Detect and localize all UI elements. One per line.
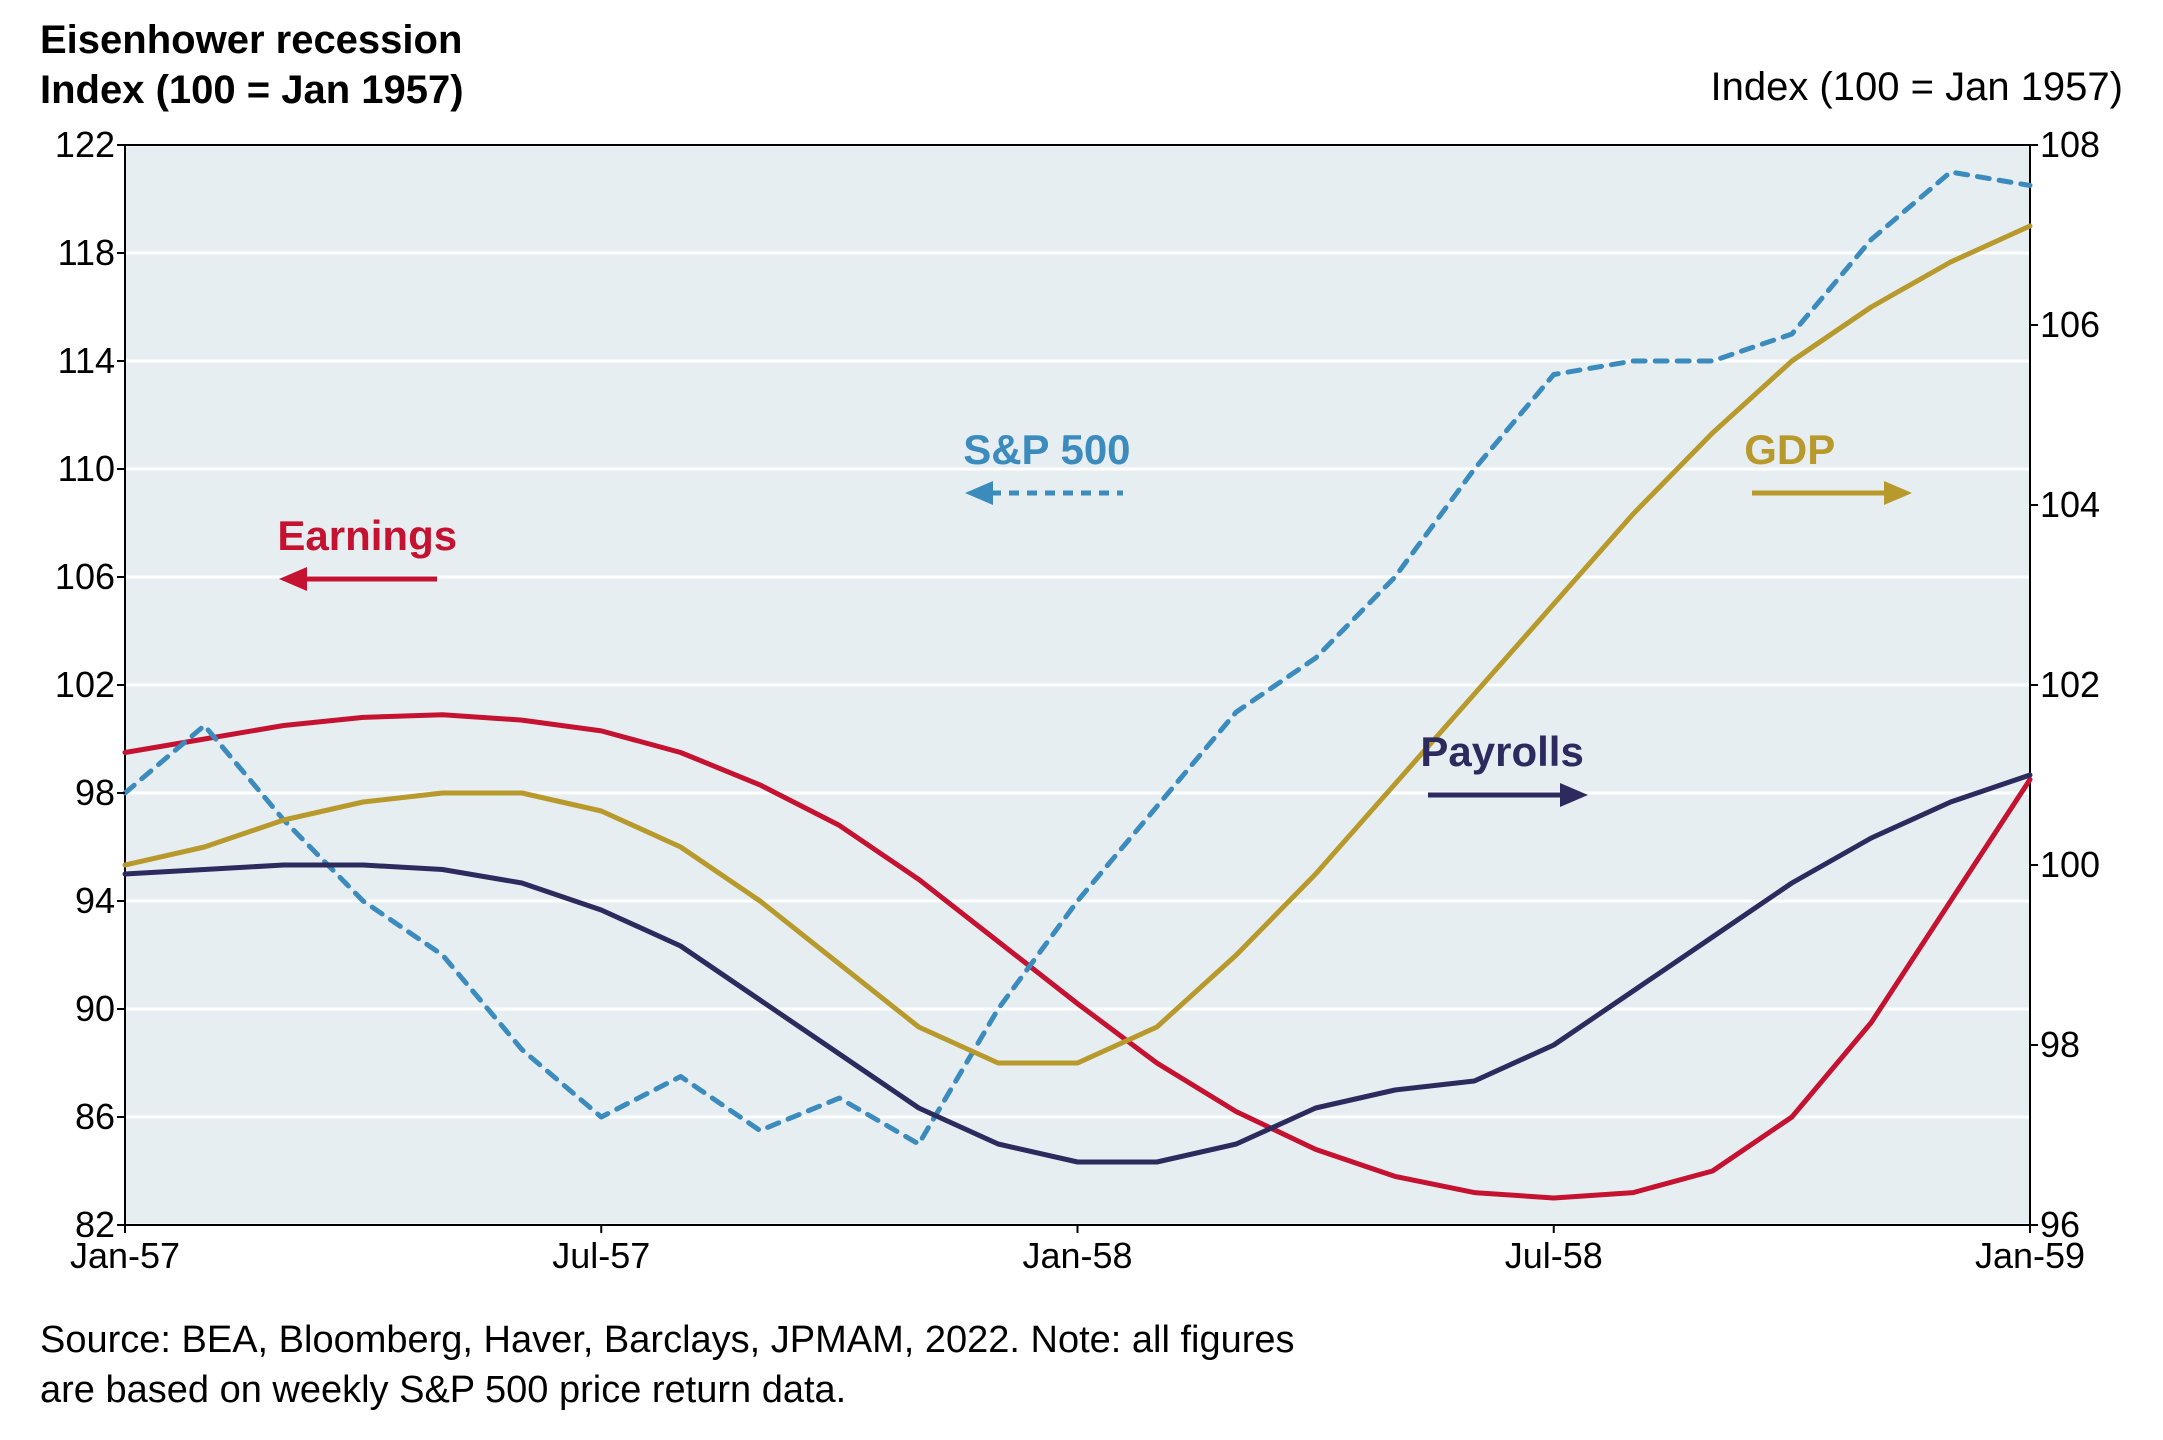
right-axis-label: Index (100 = Jan 1957) (1710, 65, 2123, 110)
xtick: Jan-58 (1022, 1235, 1132, 1277)
ytick-right: 102 (2040, 664, 2140, 706)
series-label-text: Earnings (277, 512, 457, 560)
xtick: Jan-57 (70, 1235, 180, 1277)
ytick-left: 94 (35, 880, 115, 922)
left-axis-label: Index (100 = Jan 1957) (40, 65, 464, 115)
ytick-left: 90 (35, 988, 115, 1030)
ytick-right: 108 (2040, 124, 2140, 166)
ytick-left: 86 (35, 1096, 115, 1138)
ytick-right: 106 (2040, 304, 2140, 346)
plot-area (125, 145, 2030, 1225)
arrow-right-icon (1744, 476, 1914, 510)
ytick-right: 100 (2040, 844, 2140, 886)
ytick-right: 98 (2040, 1024, 2140, 1066)
arrow-right-icon (1420, 778, 1590, 812)
source-line1: Source: BEA, Bloomberg, Haver, Barclays,… (40, 1316, 1295, 1365)
source-text: Source: BEA, Bloomberg, Haver, Barclays,… (40, 1316, 1295, 1415)
chart-title: Eisenhower recession Index (100 = Jan 19… (40, 15, 464, 115)
ytick-left: 110 (35, 448, 115, 490)
series-label-text: S&P 500 (963, 426, 1130, 474)
ytick-left: 98 (35, 772, 115, 814)
chart-container: Eisenhower recession Index (100 = Jan 19… (0, 0, 2163, 1440)
ytick-left: 106 (35, 556, 115, 598)
series-label-text: GDP (1744, 426, 1835, 474)
xtick: Jul-57 (552, 1235, 650, 1277)
title-line1: Eisenhower recession (40, 15, 464, 65)
ytick-left: 114 (35, 340, 115, 382)
ytick-left: 102 (35, 664, 115, 706)
xtick: Jan-59 (1975, 1235, 2085, 1277)
arrow-left-icon (963, 476, 1133, 510)
ytick-left: 118 (35, 232, 115, 274)
series-label-text: Payrolls (1420, 728, 1583, 776)
xtick: Jul-58 (1505, 1235, 1603, 1277)
ytick-left: 122 (35, 124, 115, 166)
source-line2: are based on weekly S&P 500 price return… (40, 1366, 1295, 1415)
ytick-right: 104 (2040, 484, 2140, 526)
arrow-left-icon (277, 562, 447, 596)
